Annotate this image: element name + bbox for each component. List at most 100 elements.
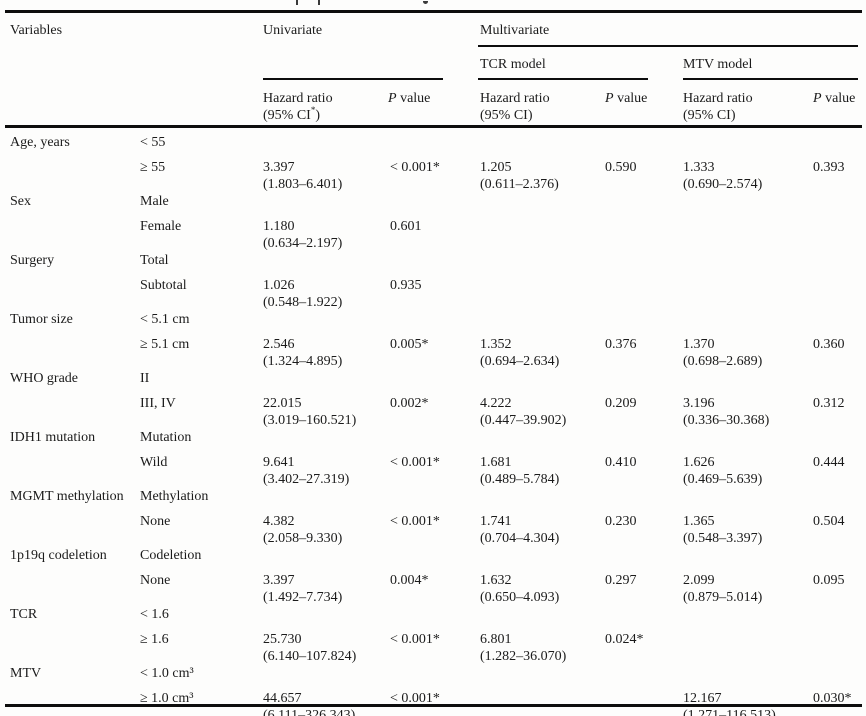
mtv-model-p-cell: 0.360	[813, 337, 845, 352]
confidence-interval: (0.634–2.197)	[263, 236, 343, 251]
confidence-interval: (1.282–36.070)	[480, 649, 567, 664]
table-row-group: 1p19q codeletion Codeletion None 3.397 (…	[0, 547, 866, 606]
univariate-hr-cell: 44.657 (6.111–326.343)	[263, 690, 390, 716]
category-comparison: None	[140, 514, 171, 529]
hazard-ratio-value: 1.632	[480, 573, 512, 588]
univariate-p-cell: 0.004*	[390, 573, 429, 588]
confidence-interval: (6.140–107.824)	[263, 649, 357, 664]
header-mtv-hazard-ratio: Hazard ratio (95% CI)	[683, 90, 753, 124]
variable-name: MTV	[10, 666, 42, 681]
confidence-interval: (1.324–4.895)	[263, 354, 343, 369]
confidence-interval: (1.492–7.734)	[263, 590, 343, 605]
table-row-group: IDH1 mutation Mutation Wild 9.641 (3.402…	[0, 429, 866, 488]
category-reference: Codeletion	[140, 548, 202, 563]
tcr-model-hr-cell: 1.681 (0.489–5.784)	[480, 454, 605, 488]
mtv-model-p-cell: 0.504	[813, 514, 845, 529]
category-comparison: ≥ 1.6	[140, 632, 169, 647]
hazard-ratio-value: 1.205	[480, 160, 512, 175]
univariate-hr-cell: 9.641 (3.402–27.319)	[263, 454, 390, 488]
univariate-p-cell: < 0.001*	[390, 514, 440, 529]
table-top-rule	[5, 10, 862, 13]
univariate-subrule	[263, 78, 443, 80]
univariate-hr-cell: 1.026 (0.548–1.922)	[263, 277, 390, 311]
hazard-ratio-value: 1.333	[683, 160, 715, 175]
category-reference: Methylation	[140, 489, 209, 504]
confidence-interval: (1.803–6.401)	[263, 177, 343, 192]
hazard-ratio-value: 3.397	[263, 573, 295, 588]
category-comparison: III, IV	[140, 396, 176, 411]
category-reference: Male	[140, 194, 169, 209]
tcr-model-hr-cell: 6.801 (1.282–36.070)	[480, 631, 605, 665]
tcr-model-hr-cell: 1.352 (0.694–2.634)	[480, 336, 605, 370]
mtv-model-hr-cell: 1.370 (0.698–2.689)	[683, 336, 813, 370]
mtv-model-hr-cell: 12.167 (1.271–116.513)	[683, 690, 813, 716]
univariate-p-cell: < 0.001*	[390, 691, 440, 706]
univariate-hr-cell: 22.015 (3.019–160.521)	[263, 395, 390, 429]
category-reference: < 55	[140, 135, 166, 150]
header-tcr-model: TCR model	[480, 57, 546, 72]
hazard-ratio-value: 4.222	[480, 396, 512, 411]
hazard-ratio-value: 2.099	[683, 573, 715, 588]
header-univariate: Univariate	[263, 23, 323, 38]
hazard-ratio-label: Hazard ratio	[263, 91, 333, 106]
category-comparison: Subtotal	[140, 278, 187, 293]
ci-label: (95% CI)	[480, 108, 533, 123]
mtv-model-hr-cell: 3.196 (0.336–30.368)	[683, 395, 813, 429]
table-row-group: Tumor size < 5.1 cm ≥ 5.1 cm 2.546 (1.32…	[0, 311, 866, 370]
variable-name: Sex	[10, 194, 31, 209]
variable-name: WHO grade	[10, 371, 79, 386]
confidence-interval: (1.271–116.513)	[683, 708, 776, 716]
cropped-text-artifact	[423, 1, 428, 4]
variable-name: Surgery	[10, 253, 55, 268]
variable-name: Age, years	[10, 135, 70, 150]
category-comparison: Wild	[140, 455, 168, 470]
hazard-ratio-value: 1.370	[683, 337, 715, 352]
mtv-model-p-cell: 0.095	[813, 573, 845, 588]
confidence-interval: (0.698–2.689)	[683, 354, 763, 369]
mtv-model-p-cell: 0.030*	[813, 691, 852, 706]
header-bottom-rule	[5, 125, 862, 128]
confidence-interval: (6.111–326.343)	[263, 708, 356, 716]
category-comparison: None	[140, 573, 171, 588]
confidence-interval: (0.489–5.784)	[480, 472, 560, 487]
hazard-ratio-value: 4.382	[263, 514, 295, 529]
table-row-group: WHO grade II III, IV 22.015 (3.019–160.5…	[0, 370, 866, 429]
univariate-p-cell: < 0.001*	[390, 632, 440, 647]
category-comparison: Female	[140, 219, 182, 234]
table-row-group: Sex Male Female 1.180 (0.634–2.197) 0.60…	[0, 193, 866, 252]
univariate-p-cell: < 0.001*	[390, 160, 440, 175]
cropped-text-artifact	[318, 0, 320, 5]
mtv-model-p-cell: 0.393	[813, 160, 845, 175]
header-uni-hazard-ratio: Hazard ratio (95% CI*)	[263, 90, 333, 124]
tcr-model-hr-cell: 1.741 (0.704–4.304)	[480, 513, 605, 547]
cropped-text-artifact	[296, 0, 298, 5]
category-reference: < 1.0 cm³	[140, 666, 194, 681]
tcr-model-p-cell: 0.376	[605, 337, 637, 352]
confidence-interval: (0.694–2.634)	[480, 354, 560, 369]
table-body: Age, years < 55 ≥ 55 3.397 (1.803–6.401)…	[0, 134, 866, 716]
univariate-hr-cell: 4.382 (2.058–9.330)	[263, 513, 390, 547]
mtv-model-p-cell: 0.444	[813, 455, 845, 470]
univariate-hr-cell: 3.397 (1.803–6.401)	[263, 159, 390, 193]
mtv-model-p-cell: 0.312	[813, 396, 845, 411]
category-comparison: ≥ 1.0 cm³	[140, 691, 194, 706]
hazard-ratio-value: 1.026	[263, 278, 295, 293]
header-variables: Variables	[10, 23, 63, 38]
hazard-ratio-value: 1.681	[480, 455, 512, 470]
confidence-interval: (0.548–3.397)	[683, 531, 763, 546]
table-bottom-rule	[5, 704, 862, 707]
mtv-model-hr-cell: 1.333 (0.690–2.574)	[683, 159, 813, 193]
multivariate-group-rule	[478, 45, 858, 47]
hazard-ratio-value: 6.801	[480, 632, 512, 647]
table-row-group: MTV < 1.0 cm³ ≥ 1.0 cm³ 44.657 (6.111–32…	[0, 665, 866, 716]
tcr-model-p-cell: 0.024*	[605, 632, 644, 647]
header-tcr-hazard-ratio: Hazard ratio (95% CI)	[480, 90, 550, 124]
hazard-ratio-label: Hazard ratio	[480, 91, 550, 106]
tcr-model-p-cell: 0.410	[605, 455, 637, 470]
tcr-model-p-cell: 0.297	[605, 573, 637, 588]
univariate-hr-cell: 1.180 (0.634–2.197)	[263, 218, 390, 252]
table-row-group: Age, years < 55 ≥ 55 3.397 (1.803–6.401)…	[0, 134, 866, 193]
category-reference: II	[140, 371, 150, 386]
variable-name: 1p19q codeletion	[10, 548, 107, 563]
table-row-group: MGMT methylation Methylation None 4.382 …	[0, 488, 866, 547]
